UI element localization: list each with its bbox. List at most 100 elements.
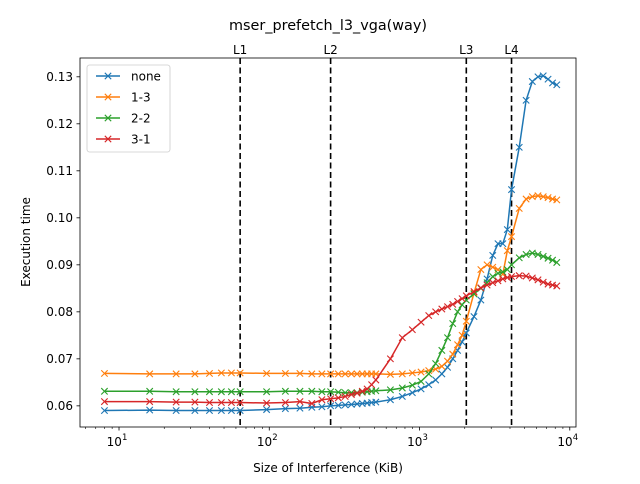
data-point — [227, 369, 236, 377]
data-point — [172, 398, 180, 406]
data-point — [100, 406, 109, 415]
data-point — [458, 331, 466, 339]
data-point — [443, 303, 452, 311]
data-point — [454, 308, 462, 316]
data-series — [100, 72, 561, 415]
x-axis-ticks: 101 102 103 104 — [107, 427, 578, 449]
data-point — [227, 406, 236, 415]
data-point — [205, 388, 214, 396]
x-tick-exponent: 4 — [573, 433, 578, 443]
data-point — [507, 233, 516, 241]
data-point — [443, 334, 452, 342]
data-point — [462, 317, 470, 325]
data-point — [191, 406, 199, 415]
x-tick-base: 10 — [407, 435, 422, 449]
legend-label: 2-2 — [131, 111, 151, 125]
data-point — [432, 376, 440, 384]
data-point — [236, 369, 244, 377]
data-point — [489, 263, 497, 271]
data-point — [470, 288, 478, 296]
data-point — [318, 388, 326, 396]
data-point — [534, 276, 542, 284]
x-tick-exponent: 1 — [122, 433, 127, 443]
data-point — [438, 346, 446, 354]
data-point — [398, 370, 406, 378]
data-point — [539, 252, 547, 260]
data-point — [528, 77, 536, 86]
data-point — [507, 186, 516, 194]
data-point — [470, 290, 478, 298]
legend-marker-icon — [104, 114, 112, 122]
data-point — [553, 258, 561, 267]
data-point — [438, 370, 446, 378]
data-point — [548, 79, 557, 87]
data-point — [236, 406, 244, 415]
data-point — [522, 272, 530, 280]
series-line — [104, 194, 557, 376]
data-point — [417, 385, 425, 393]
data-point — [548, 281, 557, 289]
legend-label: 1-3 — [131, 90, 151, 104]
legend-label: none — [131, 69, 161, 83]
data-point — [408, 369, 416, 377]
data-point — [534, 250, 542, 259]
cache-line-label: L3 — [459, 43, 473, 57]
data-point — [227, 398, 236, 407]
data-point — [100, 369, 109, 378]
data-point — [296, 398, 304, 406]
x-tick-base: 10 — [557, 435, 572, 449]
data-point — [100, 387, 109, 395]
data-point — [191, 388, 199, 396]
data-point — [296, 369, 304, 378]
data-point — [318, 403, 326, 411]
data-point — [499, 268, 507, 276]
data-point — [327, 402, 335, 410]
data-point — [205, 406, 214, 415]
data-point — [522, 96, 530, 104]
legend-marker-icon — [104, 135, 112, 143]
data-point — [281, 405, 289, 413]
data-point — [449, 350, 457, 358]
data-point — [205, 398, 214, 407]
data-point — [425, 370, 433, 378]
data-point — [425, 312, 433, 320]
data-point — [417, 318, 425, 326]
data-point — [515, 254, 523, 262]
data-point — [372, 387, 380, 395]
cache-line-label: L1 — [233, 43, 247, 57]
data-point — [263, 406, 271, 414]
data-point — [425, 381, 433, 389]
x-tick-label: 104 — [557, 433, 578, 449]
legend-item: 2-2 — [96, 111, 151, 125]
data-point — [477, 296, 485, 304]
data-point — [548, 195, 557, 203]
data-point — [398, 392, 406, 401]
data-point — [318, 370, 326, 378]
data-point — [334, 401, 342, 409]
data-point — [327, 395, 335, 403]
data-point — [263, 369, 271, 378]
data-point — [417, 377, 425, 385]
data-point — [308, 370, 316, 378]
data-point — [100, 398, 109, 406]
data-point — [263, 399, 271, 407]
series-1-3 — [100, 192, 561, 378]
data-point — [217, 369, 225, 377]
data-point — [172, 406, 180, 415]
data-point — [438, 305, 446, 313]
data-point — [372, 376, 380, 384]
data-point — [341, 392, 349, 401]
data-point — [489, 272, 497, 281]
data-point — [217, 406, 225, 415]
data-point — [327, 388, 335, 396]
data-point — [347, 370, 355, 378]
data-point — [386, 396, 394, 404]
data-point — [483, 261, 491, 269]
data-point — [308, 387, 316, 395]
data-point — [386, 386, 394, 394]
y-axis-label: Execution time — [19, 197, 33, 287]
x-tick-label: 101 — [107, 433, 128, 449]
y-tick-label: 0.10 — [46, 211, 73, 225]
cache-boundary-lines: L1 L2 L3 L4 — [233, 43, 519, 427]
cache-line-label: L4 — [504, 43, 518, 57]
